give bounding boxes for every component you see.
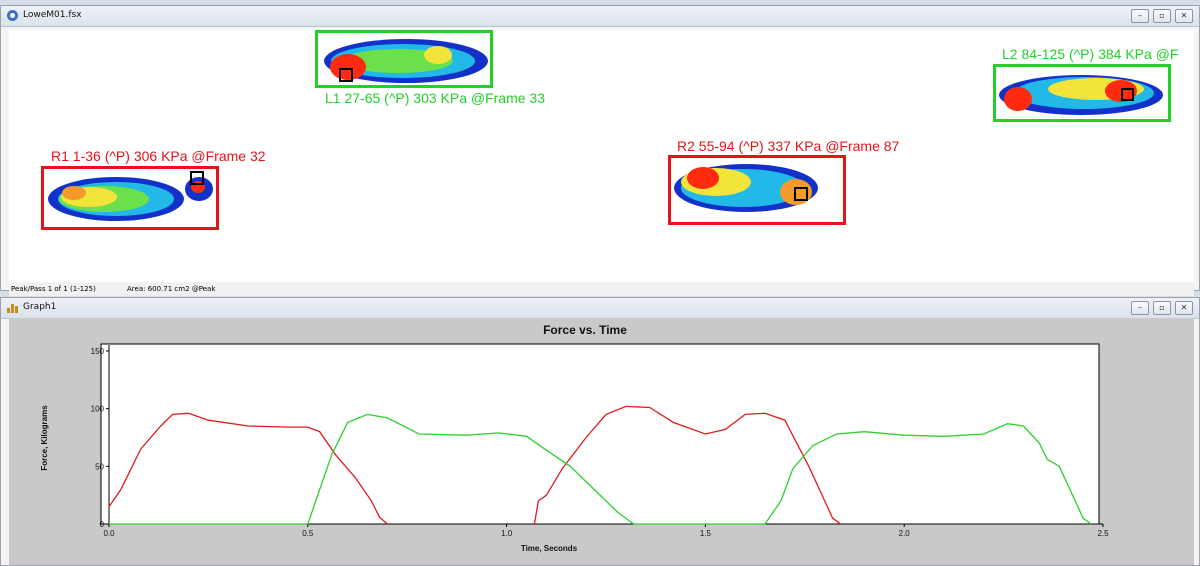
y-tick-label: 0 (100, 520, 105, 529)
force-time-chart: Force vs. Time Time, Seconds Force, Kilo… (9, 318, 1194, 565)
pressure-canvas[interactable]: R1 1-36 (^P) 306 KPa @Frame 32 (9, 30, 1194, 282)
series-line-3 (109, 413, 635, 525)
window-title: LoweM01.fsx (23, 10, 82, 20)
graph-restore-button[interactable]: ▫ (1153, 301, 1171, 315)
footprint-box-r1[interactable] (41, 166, 219, 230)
y-tick-label: 100 (91, 405, 105, 414)
series-line-1 (108, 412, 388, 525)
footprint-label-l1: L1 27-65 (^P) 303 KPa @Frame 33 (325, 90, 546, 106)
footprint-window: LoweM01.fsx – ▫ ✕ R1 1-36 (^P) 306 KPa @… (0, 5, 1200, 296)
footprint-heatmap-l1 (324, 39, 488, 83)
graph-minimize-button[interactable]: – (1131, 301, 1149, 315)
graph-window-titlebar[interactable]: Graph1 – ▫ ✕ (1, 298, 1199, 319)
footprint-window-titlebar[interactable]: LoweM01.fsx – ▫ ✕ (1, 6, 1199, 27)
graph-window: Graph1 – ▫ ✕ Force vs. Time Time, Second… (0, 297, 1200, 566)
graph-window-title: Graph1 (23, 302, 57, 312)
series-line-2 (533, 405, 841, 525)
restore-button[interactable]: ▫ (1153, 9, 1171, 23)
status-pass: Peak/Pass 1 of 1 (1-125) (11, 285, 96, 293)
x-tick-label: 0.0 (103, 529, 115, 538)
y-tick-label: 50 (95, 462, 104, 471)
x-tick-label: 0.5 (302, 529, 314, 538)
x-tick-label: 1.0 (501, 529, 513, 538)
footprint-label-r1: R1 1-36 (^P) 306 KPa @Frame 32 (51, 148, 266, 164)
footprint-box-l2[interactable] (993, 64, 1171, 122)
x-axis-label: Time, Seconds (521, 544, 578, 553)
x-tick-label: 2.0 (899, 529, 911, 538)
graph-app-icon (7, 304, 18, 313)
minimize-button[interactable]: – (1131, 9, 1149, 23)
footprint-heatmap-l2 (999, 75, 1163, 115)
y-tick-label: 150 (91, 347, 105, 356)
status-bar: Peak/Pass 1 of 1 (1-125) Area: 600.71 cm… (9, 283, 1194, 296)
chart-title: Force vs. Time (543, 323, 627, 337)
y-axis-label: Force, Kilograms (40, 405, 49, 471)
x-tick-label: 1.5 (700, 529, 712, 538)
x-tick-label: 2.5 (1097, 529, 1109, 538)
footprint-box-l1[interactable] (315, 30, 493, 88)
plot-area (100, 343, 1100, 525)
status-area: Area: 600.71 cm2 @Peak (127, 285, 216, 293)
app-icon (7, 10, 18, 21)
footprint-heatmap-r1 (48, 171, 213, 221)
close-button[interactable]: ✕ (1175, 9, 1193, 23)
footprint-label-l2: L2 84-125 (^P) 384 KPa @F (1002, 46, 1179, 62)
footprint-heatmap-r2 (674, 164, 818, 212)
footprint-label-r2: R2 55-94 (^P) 337 KPa @Frame 87 (677, 138, 900, 154)
series-line-4 (633, 423, 1092, 525)
footprint-box-r2[interactable] (668, 155, 846, 225)
graph-close-button[interactable]: ✕ (1175, 301, 1193, 315)
